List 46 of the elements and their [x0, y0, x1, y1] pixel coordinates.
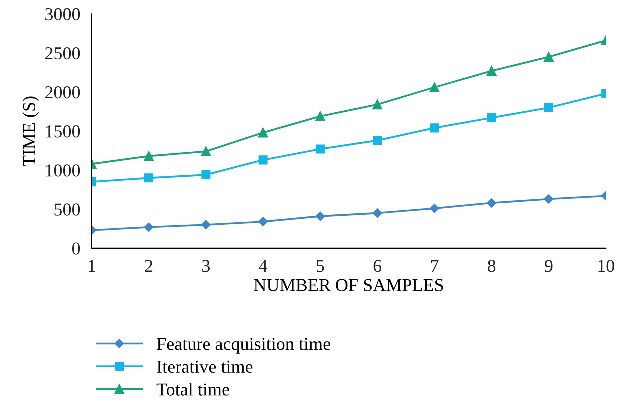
- point: [144, 222, 154, 232]
- y-tick-label: 1000: [46, 164, 80, 177]
- point: [544, 194, 554, 204]
- point: [144, 174, 154, 183]
- point: [201, 146, 212, 156]
- point: [202, 220, 211, 230]
- point: [430, 82, 440, 92]
- point: [487, 198, 496, 208]
- point: [144, 151, 154, 162]
- x-tick-label: 4: [259, 260, 268, 272]
- point: [372, 100, 382, 110]
- legend-label: Feature acquisition time: [157, 338, 330, 354]
- legend-label: Iterative time: [157, 360, 253, 374]
- y-tick-label: 0: [72, 242, 80, 255]
- y-tick-label: 2000: [45, 86, 80, 99]
- point: [316, 144, 325, 154]
- point: [430, 124, 440, 133]
- point: [202, 170, 211, 180]
- x-tick-label: 3: [202, 260, 210, 272]
- y-tick-label: 2500: [45, 47, 80, 60]
- y-tick-label: 1500: [46, 126, 80, 138]
- point: [544, 52, 554, 62]
- point: [258, 156, 268, 165]
- x-tick-label: 8: [488, 260, 496, 272]
- x-tick-label: 1: [88, 260, 96, 272]
- point: [372, 208, 382, 218]
- point: [430, 204, 440, 214]
- point: [486, 66, 497, 76]
- x-tick-label: 10: [598, 260, 614, 272]
- point: [316, 212, 326, 222]
- point: [373, 136, 382, 146]
- y-tick-label: 3000: [46, 8, 80, 21]
- point: [487, 114, 496, 123]
- y-tick-label: 500: [54, 204, 80, 216]
- x-tick-label: 5: [316, 260, 324, 272]
- point: [258, 217, 268, 227]
- x-axis-title: NUMBER OF SAMPLES: [254, 279, 444, 292]
- x-tick-label: 7: [431, 260, 439, 272]
- legend-label: Total time: [156, 383, 230, 396]
- x-tick-label: 2: [145, 260, 153, 272]
- x-tick-label: 9: [545, 260, 553, 272]
- y-axis-title: TIME (S): [22, 96, 40, 166]
- point: [316, 112, 326, 122]
- x-tick-label: 6: [374, 260, 382, 272]
- point: [258, 128, 268, 138]
- point: [544, 103, 554, 112]
